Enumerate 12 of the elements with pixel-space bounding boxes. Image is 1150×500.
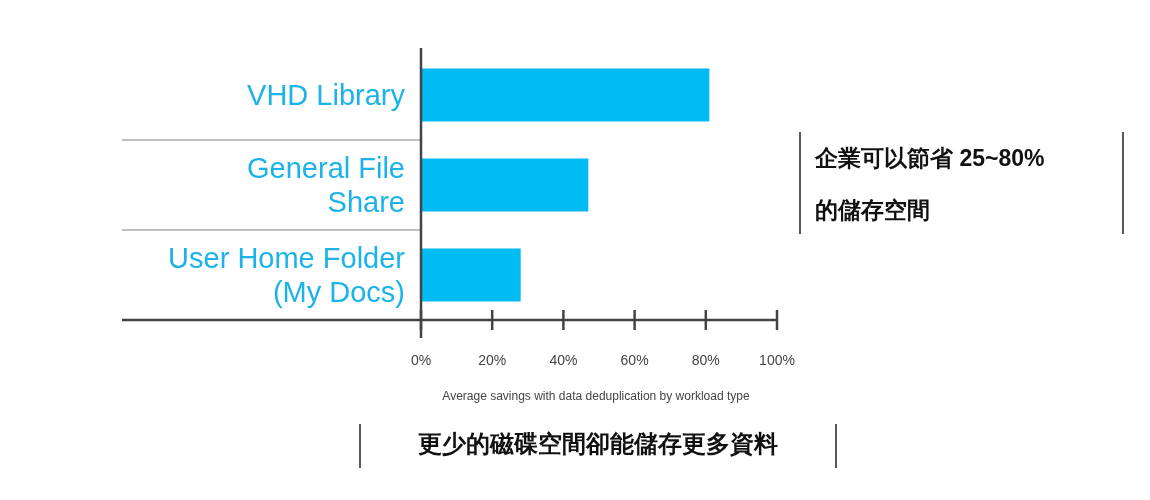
x-axis-title: Average savings with data deduplication by workload type — [442, 389, 750, 403]
y-tick-label: VHD Library — [247, 79, 406, 111]
x-tick-label: 20% — [478, 352, 507, 368]
x-tick-label: 80% — [691, 352, 720, 368]
x-tick-label: 100% — [759, 352, 795, 368]
text: 企業可以節省 25~80% 的儲存空間 — [814, 145, 1045, 223]
y-tick-label: User Home Folder (My Docs) — [168, 242, 406, 308]
x-tick-label: 60% — [620, 352, 649, 368]
text: 更少的磁碟空間卻能儲存更多資料 — [418, 430, 778, 457]
x-tick-label: 40% — [549, 352, 578, 368]
y-tick-label: General File Share — [247, 152, 405, 218]
x-tick-label: 0% — [410, 352, 432, 368]
